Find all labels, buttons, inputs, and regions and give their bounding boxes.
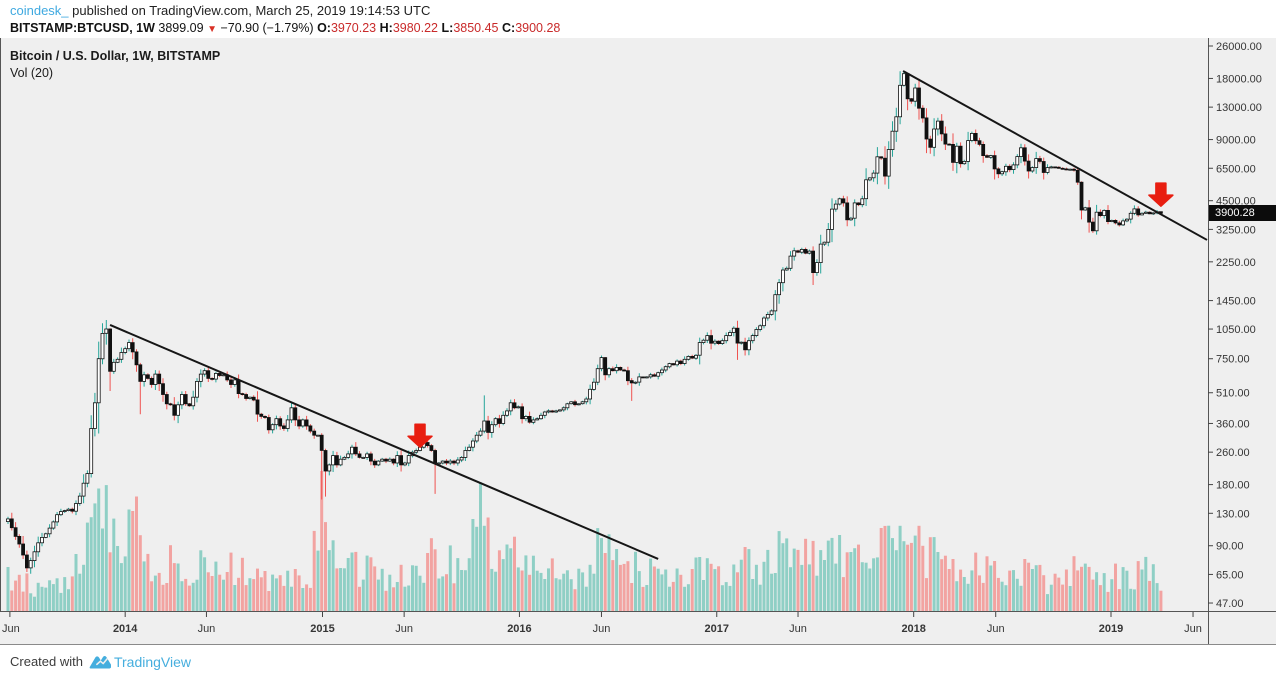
svg-text:47.00: 47.00 bbox=[1216, 598, 1244, 610]
candles-layer bbox=[6, 73, 1163, 569]
svg-text:13000.00: 13000.00 bbox=[1216, 102, 1262, 114]
svg-text:2016: 2016 bbox=[507, 623, 531, 635]
last-price-value: 3899.09 bbox=[158, 21, 204, 35]
chart-title[interactable]: Bitcoin / U.S. Dollar, 1W, BITSTAMP bbox=[10, 49, 221, 63]
symbol-interval-label: BITSTAMP:BTCUSD, 1W bbox=[10, 21, 155, 35]
high-label: H: bbox=[379, 21, 393, 35]
chart-legend: Bitcoin / U.S. Dollar, 1W, BITSTAMP Vol … bbox=[10, 49, 220, 80]
svg-text:Jun: Jun bbox=[987, 623, 1005, 635]
symbol-ohlc-line: BITSTAMP:BTCUSD, 1W 3899.09 ▼ −70.90 (−1… bbox=[10, 21, 560, 35]
svg-text:6500.00: 6500.00 bbox=[1216, 163, 1256, 175]
svg-text:2250.00: 2250.00 bbox=[1216, 257, 1256, 269]
svg-text:2019: 2019 bbox=[1099, 623, 1123, 635]
svg-text:750.00: 750.00 bbox=[1216, 354, 1250, 366]
price-axis[interactable]: 26000.00 18000.00 13000.00 9000.00 6500.00 45… bbox=[1208, 41, 1262, 610]
svg-text:1050.00: 1050.00 bbox=[1216, 324, 1256, 336]
svg-text:Jun: Jun bbox=[789, 623, 807, 635]
low-label: L: bbox=[441, 21, 454, 35]
published-text: published on TradingView.com, March 25, … bbox=[68, 3, 431, 18]
svg-text:Jun: Jun bbox=[395, 623, 413, 635]
red-down-arrow-icon bbox=[407, 423, 433, 448]
volume-layer bbox=[6, 471, 1163, 611]
open-value: 3970.23 bbox=[330, 21, 377, 35]
trendlines-layer[interactable] bbox=[109, 70, 1208, 560]
svg-text:4500.00: 4500.00 bbox=[1216, 196, 1256, 208]
plot-frame bbox=[0, 38, 1276, 645]
svg-text:360.00: 360.00 bbox=[1216, 418, 1250, 430]
svg-text:510.00: 510.00 bbox=[1216, 388, 1250, 400]
open-label: O: bbox=[317, 21, 331, 35]
svg-text:Jun: Jun bbox=[198, 623, 216, 635]
chart-background bbox=[0, 38, 1276, 645]
svg-text:Jun: Jun bbox=[2, 623, 20, 635]
svg-text:2015: 2015 bbox=[310, 623, 334, 635]
svg-text:18000.00: 18000.00 bbox=[1216, 73, 1262, 85]
tradingview-brand-link[interactable]: TradingView bbox=[113, 653, 192, 670]
publish-info-line: coindesk_ published on TradingView.com, … bbox=[10, 3, 430, 18]
svg-text:180.00: 180.00 bbox=[1216, 480, 1250, 492]
change-value: −70.90 (−1.79%) bbox=[220, 21, 314, 35]
svg-text:1450.00: 1450.00 bbox=[1216, 296, 1256, 308]
time-axis[interactable]: Jun 2014 Jun 2015 Jun 2016 Jun 2017 Jun 2018 Jun 20… bbox=[2, 612, 1202, 635]
arrow-annotations-layer[interactable] bbox=[407, 182, 1174, 448]
svg-text:3250.00: 3250.00 bbox=[1216, 224, 1256, 236]
author-link[interactable]: coindesk_ bbox=[10, 3, 69, 18]
svg-text:130.00: 130.00 bbox=[1216, 508, 1250, 520]
svg-text:26000.00: 26000.00 bbox=[1216, 41, 1262, 53]
svg-text:65.00: 65.00 bbox=[1216, 569, 1244, 581]
red-down-arrow-icon bbox=[1148, 182, 1174, 207]
down-triangle-icon: ▼ bbox=[207, 24, 217, 35]
close-value: 3900.28 bbox=[515, 21, 561, 35]
close-label: C: bbox=[501, 21, 516, 35]
tradingview-logo-icon bbox=[89, 655, 111, 668]
svg-text:Jun: Jun bbox=[593, 623, 611, 635]
svg-text:2014: 2014 bbox=[113, 623, 138, 635]
volume-indicator-label[interactable]: Vol (20) bbox=[10, 66, 54, 80]
last-price-badge: 3900.28 bbox=[1209, 205, 1276, 221]
svg-text:260.00: 260.00 bbox=[1216, 447, 1250, 459]
low-value: 3850.45 bbox=[453, 21, 499, 35]
svg-text:Jun: Jun bbox=[1184, 623, 1202, 635]
high-value: 3980.22 bbox=[392, 21, 439, 35]
svg-text:2017: 2017 bbox=[705, 623, 729, 635]
snapshot-header: coindesk_ published on TradingView.com, … bbox=[0, 0, 1276, 38]
created-with-text: Created with bbox=[10, 654, 83, 669]
snapshot-footer: Created with TradingView bbox=[0, 645, 1276, 678]
svg-text:9000.00: 9000.00 bbox=[1216, 135, 1256, 147]
svg-text:2018: 2018 bbox=[901, 623, 925, 635]
wicks-layer bbox=[7, 70, 1162, 574]
svg-text:90.00: 90.00 bbox=[1216, 541, 1244, 553]
